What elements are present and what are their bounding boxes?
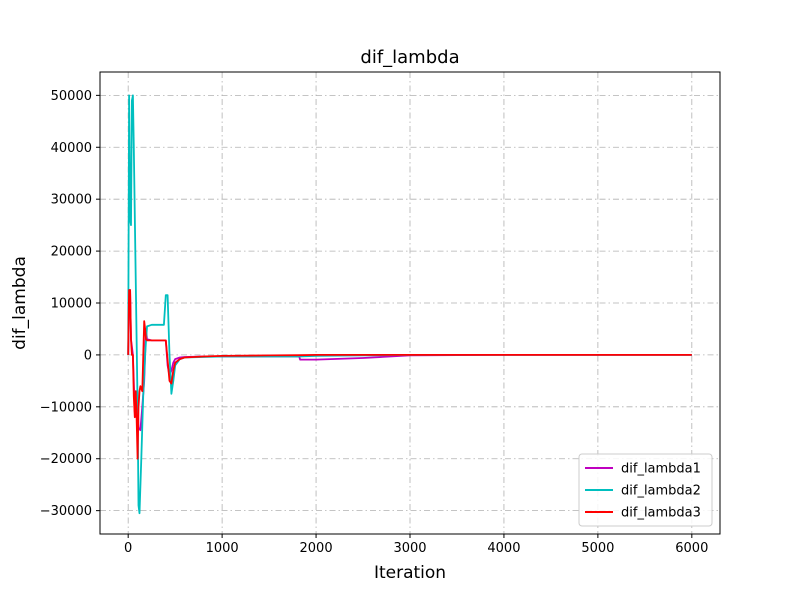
- y-tick-label: 30000: [51, 193, 92, 208]
- x-tick-label: 0: [124, 541, 132, 556]
- legend-label-dif_lambda3: dif_lambda3: [621, 506, 701, 521]
- x-tick-label: 5000: [581, 541, 614, 556]
- x-axis-ticks: 0 1000 2000 3000 4000 5000 6000: [124, 534, 708, 556]
- x-tick-label: 3000: [393, 541, 426, 556]
- y-tick-label: −20000: [40, 452, 92, 467]
- y-axis-ticks: −30000 −20000 −10000 0 10000 20000 30000 40000 5…: [40, 89, 100, 519]
- y-tick-label: 40000: [51, 141, 92, 156]
- y-tick-label: 20000: [51, 245, 92, 260]
- legend-label-dif_lambda2: dif_lambda2: [621, 484, 701, 499]
- chart-title: dif_lambda: [360, 47, 459, 68]
- y-tick-label: 50000: [51, 89, 92, 104]
- y-tick-label: 10000: [51, 297, 92, 312]
- series-lines: [127, 94, 692, 515]
- y-tick-label: 0: [84, 348, 92, 363]
- y-tick-label: −30000: [40, 504, 92, 519]
- series-line-dif_lambda3: [127, 289, 692, 460]
- x-tick-label: 6000: [675, 541, 708, 556]
- legend: dif_lambda1 dif_lambda2 dif_lambda3: [578, 453, 713, 527]
- legend-label-dif_lambda1: dif_lambda1: [621, 462, 701, 477]
- x-tick-label: 4000: [487, 541, 520, 556]
- y-axis-title: dif_lambda: [10, 256, 30, 350]
- legend-box: [578, 453, 713, 527]
- x-tick-label: 2000: [300, 541, 333, 556]
- y-tick-label: −10000: [40, 400, 92, 415]
- x-axis-title: Iteration: [374, 563, 446, 583]
- x-tick-label: 1000: [206, 541, 239, 556]
- series-line-dif_lambda2: [127, 94, 692, 515]
